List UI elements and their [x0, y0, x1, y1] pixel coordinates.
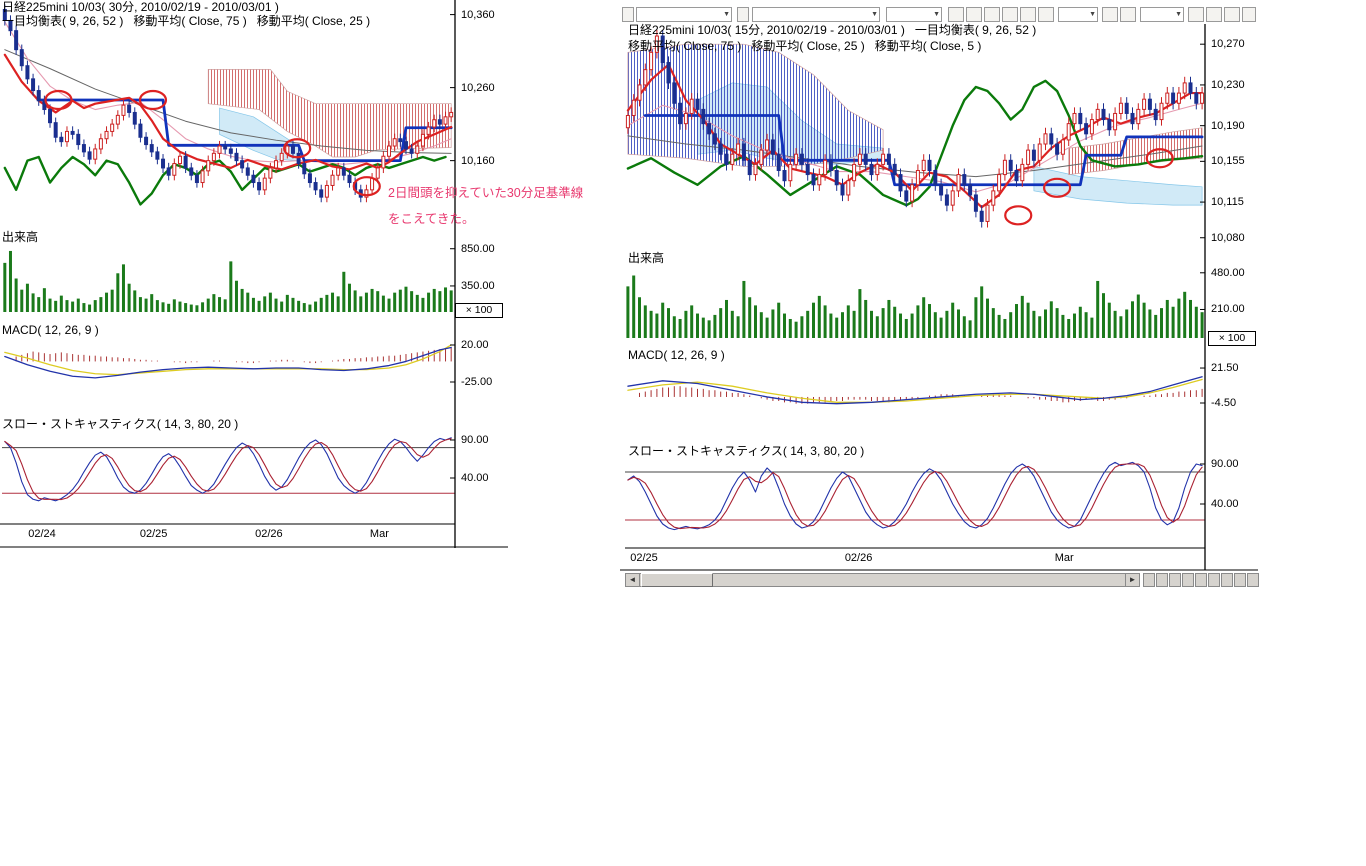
- chevron-down-icon: ▼: [723, 11, 730, 18]
- right-highlight-circle: [1145, 148, 1174, 169]
- right-ichimoku-cloud: [1068, 127, 1203, 175]
- right-date-label: Mar: [1054, 552, 1074, 564]
- scrollbar-thumb[interactable]: [641, 573, 713, 587]
- chart-annotation-line2: をこえてきた。: [388, 212, 475, 226]
- right-chart-title: 日経225mini 10/03( 15分, 2010/02/19 - 2010/…: [628, 23, 1037, 37]
- right-volume-tick-label: 480.00: [1211, 266, 1245, 279]
- left-macd-panel-label: MACD( 12, 26, 9 ): [2, 323, 99, 337]
- toolbar-button[interactable]: [1020, 7, 1036, 22]
- chart-tool-mini-button[interactable]: [1156, 573, 1168, 587]
- toolbar-button[interactable]: [1002, 7, 1018, 22]
- toolbar-button[interactable]: [737, 7, 749, 22]
- left-volume-tick-label: 350.00: [461, 279, 495, 292]
- toolbar-dropdown[interactable]: ▼: [752, 7, 880, 22]
- right-volume-multiplier-box: × 100: [1208, 331, 1256, 346]
- left-chart: [0, 0, 508, 548]
- right-chart-indicator-legend: 移動平均( Close, 75 ) 移動平均( Close, 25 ) 移動平均…: [628, 39, 982, 53]
- chart-tool-mini-button[interactable]: [1221, 573, 1233, 587]
- right-date-label: 02/25: [630, 552, 658, 564]
- toolbar-dropdown[interactable]: ▼: [1058, 7, 1098, 22]
- toolbar-button[interactable]: [622, 7, 634, 22]
- toolbar-button[interactable]: [1120, 7, 1136, 22]
- chevron-down-icon: ▼: [1175, 11, 1182, 18]
- left-macd-tick-label: 20.00: [461, 338, 489, 351]
- left-price-tick-label: 10,260: [461, 81, 495, 94]
- chart-tool-mini-button[interactable]: [1182, 573, 1194, 587]
- toolbar-button[interactable]: [948, 7, 964, 22]
- right-macd-tick-label: 21.50: [1211, 362, 1239, 375]
- toolbar-dropdown[interactable]: ▼: [886, 7, 942, 22]
- chart-tool-mini-button[interactable]: [1234, 573, 1246, 587]
- right-price-tick-label: 10,080: [1211, 231, 1245, 244]
- chevron-down-icon: ▼: [1089, 11, 1096, 18]
- toolbar-button[interactable]: [1206, 7, 1222, 22]
- toolbar-button[interactable]: [1038, 7, 1054, 22]
- chart-tool-mini-button[interactable]: [1195, 573, 1207, 587]
- chevron-down-icon: ▼: [871, 11, 878, 18]
- right-macd-tick-label: -4.50: [1211, 396, 1237, 409]
- left-date-label: Mar: [369, 528, 389, 540]
- scroll-left-button[interactable]: ◄: [625, 573, 640, 587]
- right-candles: [625, 29, 1205, 228]
- chart-tool-mini-button[interactable]: [1143, 573, 1155, 587]
- left-highlight-circle: [352, 176, 381, 197]
- right-ichimoku-cloud: [627, 43, 884, 167]
- left-date-label: 02/26: [255, 528, 283, 540]
- right-macd-panel-label: MACD( 12, 26, 9 ): [628, 348, 725, 362]
- left-chart-title: 日経225mini 10/03( 30分, 2010/02/19 - 2010/…: [2, 0, 279, 14]
- right-highlight-circle: [1042, 177, 1072, 198]
- toolbar-button[interactable]: [1102, 7, 1118, 22]
- toolbar-button[interactable]: [1188, 7, 1204, 22]
- chart-annotation-line1: 2日間頭を抑えていた30分足基準線: [388, 186, 584, 200]
- left-highlight-circle: [138, 89, 168, 111]
- left-highlight-circle: [283, 138, 312, 159]
- left-volume-multiplier-box: × 100: [455, 303, 503, 318]
- right-price-tick-label: 10,115: [1211, 196, 1244, 209]
- right-stoch-panel-label: スロー・ストキャスティクス( 14, 3, 80, 20 ): [628, 444, 865, 458]
- left-date-label: 02/24: [28, 528, 56, 540]
- chevron-down-icon: ▼: [933, 11, 940, 18]
- left-ichimoku-cloud: [207, 69, 452, 158]
- left-stoch-tick-label: 90.00: [461, 433, 489, 446]
- right-price-tick-label: 10,155: [1211, 155, 1245, 168]
- left-date-label: 02/25: [139, 528, 168, 540]
- left-macd-tick-label: -25.00: [461, 375, 493, 388]
- left-stoch-tick-label: 40.00: [461, 471, 489, 484]
- chart-tool-mini-button[interactable]: [1169, 573, 1181, 587]
- toolbar-button[interactable]: [966, 7, 982, 22]
- right-price-tick-label: 10,190: [1211, 119, 1245, 132]
- toolbar-dropdown[interactable]: ▼: [636, 7, 732, 22]
- right-highlight-circle: [1004, 205, 1033, 226]
- scroll-right-button[interactable]: ►: [1125, 573, 1140, 587]
- left-candles: [2, 4, 454, 203]
- toolbar-button[interactable]: [1242, 7, 1256, 22]
- left-price-tick-label: 10,160: [461, 154, 495, 167]
- left-chart-indicator-legend: 一目均衡表( 9, 26, 52 ) 移動平均( Close, 75 ) 移動平…: [2, 14, 371, 28]
- chart-tool-mini-button[interactable]: [1247, 573, 1259, 587]
- toolbar-dropdown[interactable]: ▼: [1140, 7, 1184, 22]
- right-chart: [620, 24, 1258, 571]
- left-price-tick-label: 10,360: [461, 8, 495, 21]
- right-volume-bars: [626, 275, 1204, 338]
- chart-tool-mini-button[interactable]: [1208, 573, 1220, 587]
- left-volume-bars: [3, 250, 453, 312]
- left-macd-panel: [15, 347, 452, 364]
- right-date-label: 02/26: [844, 552, 873, 564]
- right-stoch-tick-label: 40.00: [1211, 498, 1239, 510]
- right-stoch-tick-label: 90.00: [1211, 458, 1239, 470]
- right-volume-panel-label: 出来高: [628, 251, 665, 265]
- right-price-tick-label: 10,270: [1211, 38, 1245, 51]
- left-volume-tick-label: 850.00: [461, 242, 495, 255]
- left-highlight-circle: [44, 89, 73, 111]
- right-price-tick-label: 10,230: [1211, 78, 1245, 91]
- right-volume-tick-label: 210.00: [1211, 303, 1245, 316]
- toolbar-button[interactable]: [984, 7, 1000, 22]
- left-volume-panel-label: 出来高: [2, 230, 39, 244]
- toolbar-button[interactable]: [1224, 7, 1240, 22]
- left-stoch-panel-label: スロー・ストキャスティクス( 14, 3, 80, 20 ): [2, 417, 239, 431]
- right-ichimoku-cloud: [1033, 165, 1203, 206]
